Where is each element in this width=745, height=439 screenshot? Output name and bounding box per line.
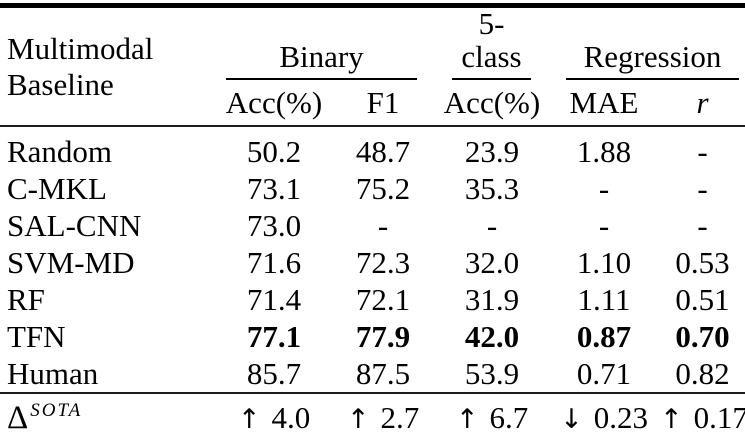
cell-value: 35.3: [464, 170, 520, 206]
subheader-binary-acc: Acc(%): [225, 84, 323, 120]
down-arrow-icon: ↓: [560, 404, 583, 436]
cell-value: 1.10: [576, 244, 632, 280]
cell-value: 0.53: [675, 244, 730, 280]
cell-value: 71.4: [246, 281, 302, 317]
up-arrow-icon: ↑: [660, 404, 683, 436]
up-arrow-icon: ↑: [455, 404, 479, 436]
group-regression-label: Regression: [566, 40, 740, 81]
cell-value: 77.1: [246, 318, 302, 354]
table-header: Multimodal Baseline Binary 5-class Regre…: [0, 6, 745, 127]
delta-value: 6.7: [489, 400, 529, 436]
cell-value: -: [598, 207, 610, 243]
delta-cell: ↑ 2.7: [330, 393, 436, 439]
cell-value: 0.82: [675, 355, 730, 391]
table-row-human: Human 85.7 87.5 53.9 0.71 0.82: [0, 355, 745, 393]
cell-value: 85.7: [246, 355, 302, 391]
cell-value: -: [598, 170, 610, 206]
delta-sota-label: Δ SOTA: [0, 393, 218, 439]
delta-cell: ↑ 4.0: [218, 393, 330, 439]
cell-value: 0.87: [576, 318, 632, 354]
cell-value: -: [697, 133, 708, 169]
up-arrow-icon: ↑: [346, 404, 370, 436]
cell-value: 72.3: [355, 244, 411, 280]
cell-value: 32.0: [464, 244, 520, 280]
results-table: Multimodal Baseline Binary 5-class Regre…: [0, 3, 745, 439]
row-label: Random: [7, 133, 113, 169]
cell-value: 50.2: [246, 133, 302, 169]
delta-value: 0.23: [593, 400, 648, 436]
subheader-regression-r: r: [696, 84, 709, 120]
cell-value: -: [377, 207, 389, 243]
up-arrow-icon: ↑: [237, 404, 261, 436]
cell-value: 53.9: [464, 355, 520, 391]
row-header-line1: Multimodal: [7, 31, 154, 67]
cell-value: 77.9: [355, 318, 411, 354]
group-regression: Regression: [548, 6, 745, 81]
delta-cell: ↑ 0.17: [660, 393, 745, 439]
cell-value: 71.6: [246, 244, 302, 280]
delta-value: 0.17: [693, 400, 745, 436]
row-label: Human: [7, 355, 99, 391]
row-label: SAL-CNN: [7, 207, 142, 243]
subheader-row: Acc(%) F1 Acc(%) MAE r: [0, 80, 745, 126]
table-row-random: Random 50.2 48.7 23.9 1.88 -: [0, 126, 745, 170]
row-label: SVM-MD: [7, 244, 135, 280]
cell-value: -: [697, 207, 708, 243]
row-header-multimodal-baseline: Multimodal Baseline: [0, 6, 218, 127]
delta-superscript: SOTA: [30, 399, 83, 421]
subheader-5class-acc: Acc(%): [443, 84, 541, 120]
row-label: TFN: [7, 318, 66, 354]
delta-value: 4.0: [271, 400, 311, 436]
group-binary-label: Binary: [226, 40, 417, 81]
cell-value: 42.0: [464, 318, 520, 354]
cell-value: 0.51: [675, 281, 730, 317]
subheader-regression-mae: MAE: [569, 84, 639, 120]
cell-value: -: [697, 170, 708, 206]
cell-value: 73.1: [246, 170, 302, 206]
delta-cell: ↑ 6.7: [436, 393, 548, 439]
cell-value: 72.1: [355, 281, 411, 317]
table-row-cmkl: C-MKL 73.1 75.2 35.3 - -: [0, 170, 745, 207]
cell-value: 1.88: [576, 133, 632, 169]
cell-value: 75.2: [355, 170, 411, 206]
delta-value: 2.7: [380, 400, 420, 436]
delta-cell: ↓ 0.23: [548, 393, 660, 439]
cell-value: 0.71: [576, 355, 632, 391]
table-row-svmmd: SVM-MD 71.6 72.3 32.0 1.10 0.53: [0, 244, 745, 281]
cell-value: 87.5: [355, 355, 411, 391]
cell-value: 0.70: [675, 318, 730, 354]
delta-sota-row: Δ SOTA ↑ 4.0 ↑ 2.7 ↑ 6.7 ↓ 0.23 ↑ 0.17: [0, 393, 745, 439]
table-row-salcnn: SAL-CNN 73.0 - - - -: [0, 207, 745, 244]
group-5class-label: 5-class: [452, 7, 531, 81]
row-label: RF: [7, 281, 45, 317]
table-row-tfn: TFN 77.1 77.9 42.0 0.87 0.70: [0, 318, 745, 355]
cell-value: 1.11: [577, 281, 631, 317]
subheader-binary-f1: F1: [366, 84, 400, 120]
cell-value: 48.7: [355, 133, 411, 169]
cell-value: 73.0: [246, 207, 302, 243]
cell-value: 31.9: [464, 281, 520, 317]
group-binary: Binary: [218, 6, 436, 81]
table-footer: Δ SOTA ↑ 4.0 ↑ 2.7 ↑ 6.7 ↓ 0.23 ↑ 0.17: [0, 393, 745, 439]
cell-value: -: [486, 207, 498, 243]
delta-symbol: Δ: [7, 399, 29, 436]
row-label: C-MKL: [7, 170, 107, 206]
table-row-rf: RF 71.4 72.1 31.9 1.11 0.51: [0, 281, 745, 318]
table-body: Random 50.2 48.7 23.9 1.88 - C-MKL 73.1 …: [0, 126, 745, 393]
cell-value: 23.9: [464, 133, 520, 169]
group-5class: 5-class: [436, 6, 548, 81]
row-header-line2: Baseline: [7, 66, 114, 102]
group-header-row: Multimodal Baseline Binary 5-class Regre…: [0, 6, 745, 102]
